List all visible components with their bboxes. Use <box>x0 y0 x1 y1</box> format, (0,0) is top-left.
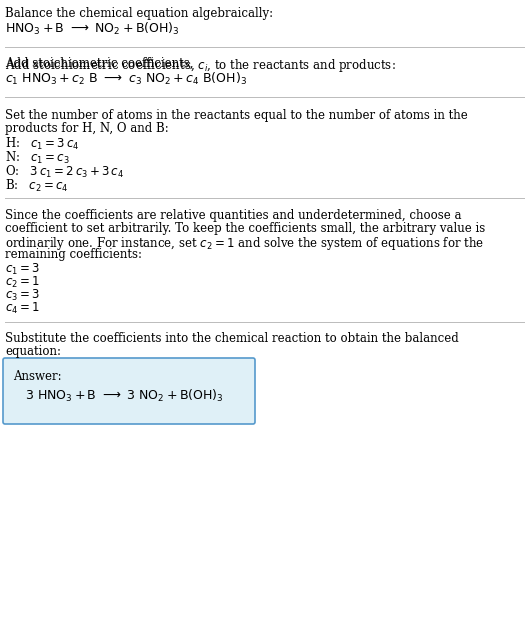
Text: N:   $c_1 = c_3$: N: $c_1 = c_3$ <box>5 150 70 166</box>
Text: equation:: equation: <box>5 345 61 358</box>
Text: O:   $3\,c_1 = 2\,c_3 + 3\,c_4$: O: $3\,c_1 = 2\,c_3 + 3\,c_4$ <box>5 164 124 180</box>
Text: $\mathrm{HNO_3 + B\ \longrightarrow\ NO_2 + B(OH)_3}$: $\mathrm{HNO_3 + B\ \longrightarrow\ NO_… <box>5 21 179 37</box>
Text: ordinarily one. For instance, set $c_2 = 1$ and solve the system of equations fo: ordinarily one. For instance, set $c_2 =… <box>5 235 484 252</box>
Text: $c_3 = 3$: $c_3 = 3$ <box>5 288 40 303</box>
FancyBboxPatch shape <box>3 358 255 424</box>
Text: $c_2 = 1$: $c_2 = 1$ <box>5 275 40 290</box>
Text: $c_4 = 1$: $c_4 = 1$ <box>5 301 40 316</box>
Text: Answer:: Answer: <box>13 370 61 383</box>
Text: $c_1 = 3$: $c_1 = 3$ <box>5 262 40 277</box>
Text: Substitute the coefficients into the chemical reaction to obtain the balanced: Substitute the coefficients into the che… <box>5 332 459 345</box>
Text: Since the coefficients are relative quantities and underdetermined, choose a: Since the coefficients are relative quan… <box>5 209 461 222</box>
Text: B:   $c_2 = c_4$: B: $c_2 = c_4$ <box>5 178 68 194</box>
Text: Add stoichiometric coefficients, $c_i$, to the reactants and products:: Add stoichiometric coefficients, $c_i$, … <box>5 57 396 74</box>
Text: Set the number of atoms in the reactants equal to the number of atoms in the: Set the number of atoms in the reactants… <box>5 109 468 122</box>
Text: Balance the chemical equation algebraically:: Balance the chemical equation algebraica… <box>5 7 273 20</box>
Text: $c_1\ \mathrm{HNO_3} + c_2\ \mathrm{B}\ \longrightarrow\ c_3\ \mathrm{NO_2} + c_: $c_1\ \mathrm{HNO_3} + c_2\ \mathrm{B}\ … <box>5 71 247 87</box>
Text: products for H, N, O and B:: products for H, N, O and B: <box>5 122 169 135</box>
Text: H:   $c_1 = 3\,c_4$: H: $c_1 = 3\,c_4$ <box>5 136 79 152</box>
Text: remaining coefficients:: remaining coefficients: <box>5 248 142 261</box>
Text: coefficient to set arbitrarily. To keep the coefficients small, the arbitrary va: coefficient to set arbitrarily. To keep … <box>5 222 485 235</box>
Text: $\mathrm{3\ HNO_3 + B\ \longrightarrow\ 3\ NO_2 + B(OH)_3}$: $\mathrm{3\ HNO_3 + B\ \longrightarrow\ … <box>25 388 224 404</box>
Text: Add stoichiometric coefficients,: Add stoichiometric coefficients, <box>5 57 197 70</box>
